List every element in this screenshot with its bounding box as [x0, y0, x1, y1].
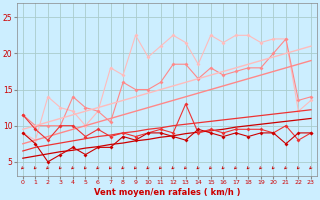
X-axis label: Vent moyen/en rafales ( km/h ): Vent moyen/en rafales ( km/h ): [94, 188, 240, 197]
